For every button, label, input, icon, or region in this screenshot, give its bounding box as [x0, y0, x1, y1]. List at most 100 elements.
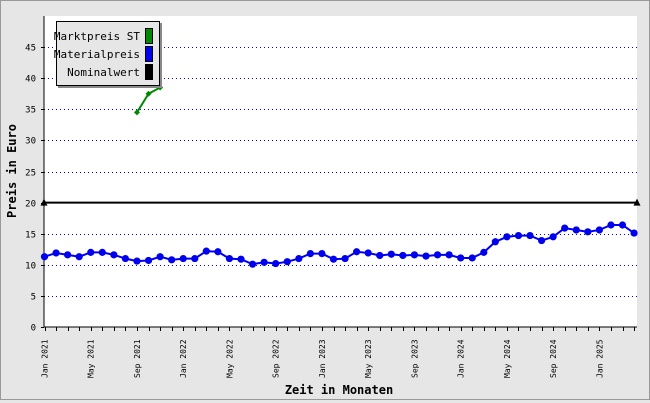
- legend-label-materialpreis: Materialpreis: [53, 47, 140, 61]
- data-point: [633, 198, 641, 206]
- y-tick-label: 40: [25, 75, 36, 85]
- data-point: [75, 253, 83, 261]
- series-line: [44, 223, 635, 266]
- data-point: [168, 256, 176, 264]
- data-point: [630, 229, 638, 237]
- data-point: [387, 250, 395, 258]
- x-ticks: Jan 2021 May 2021 Sep 2021 Jan 2022 May 2022…: [41, 327, 635, 378]
- data-point: [272, 259, 280, 268]
- data-point: [202, 247, 210, 255]
- data-point: [329, 255, 338, 263]
- data-point: [306, 250, 314, 258]
- data-point: [537, 236, 546, 245]
- y-tick-label: 20: [25, 200, 36, 210]
- data-point: [133, 109, 140, 116]
- data-point: [110, 251, 118, 259]
- data-point: [40, 253, 49, 261]
- data-point: [618, 221, 627, 229]
- data-point: [445, 251, 453, 259]
- data-point: [399, 251, 407, 260]
- x-tick-label: Sep 2023: [410, 339, 419, 378]
- y-ticks: 0 5 10 15 20 25 30 35 40 45: [25, 44, 44, 334]
- data-point: [376, 251, 384, 260]
- data-point: [353, 248, 361, 256]
- x-tick-label: Jan 2022: [179, 339, 188, 378]
- data-point: [237, 255, 245, 263]
- data-point: [157, 84, 164, 91]
- legend-label-nominalwert: Nominalwert: [67, 65, 140, 79]
- data-point: [526, 231, 534, 240]
- grid-lines: [44, 47, 637, 297]
- x-tick-label: May 2022: [225, 339, 234, 378]
- data-point: [572, 226, 580, 234]
- data-point: [584, 228, 592, 236]
- data-point: [595, 226, 603, 234]
- data-point: [295, 254, 303, 263]
- data-point: [433, 251, 442, 259]
- y-tick-label: 10: [25, 262, 36, 272]
- data-point: [214, 248, 222, 256]
- y-tick-label: 5: [31, 293, 36, 303]
- data-point: [98, 248, 106, 256]
- legend-label-marktpreis: Marktpreis ST: [53, 29, 140, 43]
- data-point: [260, 258, 268, 266]
- y-tick-label: 30: [25, 137, 36, 147]
- data-point: [133, 257, 141, 265]
- data-point: [283, 258, 291, 266]
- legend-item-materialpreis: Materialpreis: [54, 46, 153, 62]
- legend-swatch-materialpreis: [145, 46, 153, 62]
- legend: Marktpreis ST Materialpreis Nominalwert: [54, 21, 160, 86]
- data-point: [549, 233, 557, 241]
- x-axis-label: Zeit in Monaten: [285, 383, 393, 397]
- data-point: [341, 254, 349, 263]
- data-point: [144, 256, 153, 265]
- legend-swatch-nominalwert: [145, 64, 153, 80]
- x-tick-label: Jan 2021: [41, 339, 50, 378]
- x-tick-label: Sep 2024: [549, 339, 558, 378]
- y-axis-label: Preis in Euro: [5, 124, 19, 218]
- y-tick-label: 15: [25, 231, 36, 241]
- series-nominalwert: [40, 198, 641, 206]
- data-point: [503, 233, 511, 241]
- data-point: [607, 221, 615, 229]
- x-tick-label: Jan 2025: [595, 339, 604, 378]
- data-point: [64, 251, 72, 259]
- data-point: [457, 254, 465, 262]
- x-tick-label: Jan 2024: [457, 339, 466, 378]
- x-tick-label: Jan 2023: [318, 339, 327, 378]
- data-point: [480, 248, 488, 256]
- data-point: [156, 253, 164, 261]
- data-point: [422, 252, 430, 260]
- x-tick-label: Sep 2021: [133, 339, 142, 378]
- data-point: [87, 248, 95, 256]
- y-tick-label: 25: [25, 169, 36, 179]
- data-point: [561, 224, 569, 232]
- data-point: [364, 249, 372, 257]
- y-tick-label: 45: [25, 44, 36, 54]
- data-point: [145, 90, 152, 97]
- data-point: [40, 198, 48, 206]
- data-point: [179, 254, 187, 263]
- data-point: [191, 254, 199, 263]
- series-layer: [40, 84, 641, 268]
- data-point: [318, 250, 326, 258]
- data-point: [491, 238, 499, 246]
- legend-item-nominalwert: Nominalwert: [67, 64, 153, 80]
- series-marktpreis: [133, 84, 164, 116]
- y-tick-label: 35: [25, 106, 36, 116]
- data-point: [52, 249, 60, 257]
- data-point: [121, 254, 130, 263]
- data-point: [468, 254, 476, 262]
- data-point: [225, 254, 234, 263]
- series-materialpreis: [40, 221, 638, 268]
- x-tick-label: May 2024: [503, 339, 512, 378]
- x-tick-label: May 2021: [87, 339, 96, 378]
- legend-item-marktpreis: Marktpreis ST: [54, 28, 153, 44]
- data-point: [410, 251, 419, 259]
- x-tick-label: Sep 2022: [272, 339, 281, 378]
- legend-swatch-marktpreis: [145, 28, 153, 44]
- data-point: [248, 260, 257, 268]
- y-tick-label: 0: [31, 324, 36, 334]
